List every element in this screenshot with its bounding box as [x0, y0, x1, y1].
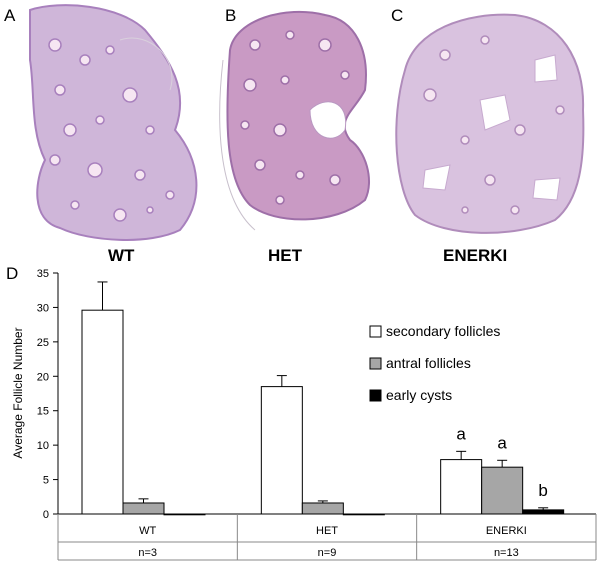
bar	[122, 502, 165, 515]
category-label: HET	[316, 525, 338, 537]
bar	[481, 466, 524, 515]
bar	[440, 459, 483, 515]
chart-legend: secondary follicles antral follicles early…	[369, 323, 500, 403]
bar	[260, 386, 303, 515]
y-tick-label: 20	[37, 371, 49, 383]
y-tick-label: 5	[43, 475, 49, 487]
significance-letter: a	[497, 433, 507, 452]
micrograph-het	[219, 11, 370, 231]
panel-d-letter: D	[6, 264, 19, 283]
y-tick-label: 10	[37, 440, 49, 452]
y-tick-label: 30	[37, 302, 49, 314]
panel-a-letter: A	[4, 6, 16, 25]
y-tick-label: 25	[37, 337, 49, 349]
legend-swatch	[369, 357, 382, 370]
significance-letter: a	[456, 424, 466, 443]
bar	[81, 309, 124, 515]
significance-letter: b	[538, 481, 547, 500]
bar	[522, 509, 565, 515]
y-tick-label: 15	[37, 406, 49, 418]
legend-label: early cysts	[386, 387, 452, 403]
sample-size-label: n=9	[318, 547, 337, 559]
sample-size-label: n=3	[138, 547, 157, 559]
bar	[301, 502, 344, 515]
genotype-label-enerki: ENERKI	[443, 246, 508, 265]
sample-size-label: n=13	[494, 547, 519, 559]
chart-bars: a a b	[81, 281, 565, 516]
bar	[163, 513, 206, 516]
legend-label: secondary follicles	[386, 323, 500, 339]
genotype-label-het: HET	[268, 246, 302, 265]
micrograph-wt	[29, 4, 198, 241]
panel-c-letter: C	[391, 6, 404, 25]
y-tick-label: 0	[43, 509, 49, 521]
bar	[342, 513, 385, 516]
legend-swatch	[369, 325, 382, 338]
panel-b-letter: B	[225, 6, 237, 25]
legend-label: antral follicles	[386, 355, 471, 371]
y-axis-label: Average Follicle Number	[11, 327, 25, 458]
micrograph-enerki	[395, 13, 585, 234]
genotype-label-wt: WT	[108, 246, 135, 265]
category-label: ENERKI	[486, 525, 527, 537]
category-label: WT	[139, 525, 156, 537]
y-tick-label: 35	[37, 268, 49, 280]
legend-swatch	[369, 389, 382, 402]
